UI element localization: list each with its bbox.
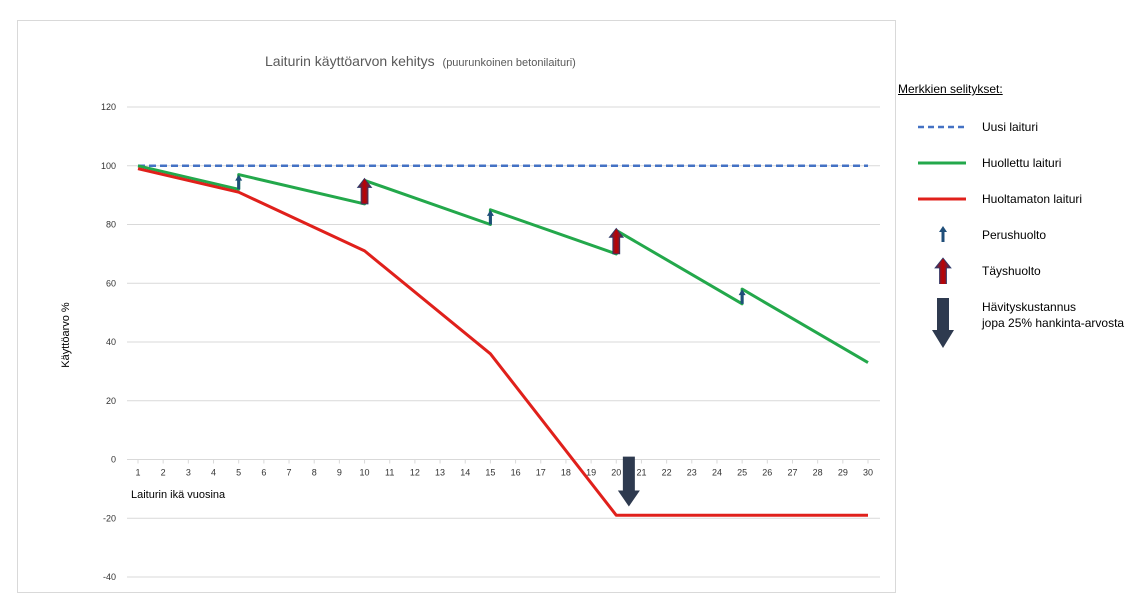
y-tick-labels: -40 -20 0 20 40 60 80 100 120 (101, 102, 116, 582)
legend-item-uusi-laituri: Uusi laituri (898, 112, 1147, 142)
red-line-icon (918, 197, 966, 201)
legend-item-huollettu-laituri: Huollettu laituri (898, 148, 1147, 178)
legend-label: Perushuolto (982, 228, 1047, 242)
chart-title-main: Laiturin käyttöarvon kehitys (265, 53, 435, 69)
x-tick-label: 15 (485, 468, 495, 478)
legend-item-perushuolto: Perushuolto (898, 220, 1147, 250)
x-tick-label: 11 (385, 468, 394, 478)
y-tick-label: -40 (103, 572, 116, 582)
y-tick-label: 100 (101, 161, 116, 171)
y-tick-label: 120 (101, 102, 116, 112)
x-tick-label: 14 (460, 468, 470, 478)
x-tick-label: 4 (211, 468, 216, 478)
x-tick-label: 6 (261, 468, 266, 478)
x-tick-label: 18 (561, 468, 571, 478)
legend-label-line2: jopa 25% hankinta-arvosta (982, 316, 1125, 330)
x-tick-label: 19 (586, 468, 596, 478)
x-tick-label: 17 (536, 468, 546, 478)
x-tick-label: 26 (762, 468, 772, 478)
x-tick-label: 22 (662, 468, 672, 478)
x-tick-label: 2 (161, 468, 166, 478)
y-tick-label: 0 (111, 455, 116, 465)
legend-heading: Merkkien selitykset: (898, 82, 1003, 96)
legend-item-huoltamaton-laituri: Huoltamaton laituri (898, 184, 1147, 214)
chart-svg: Laiturin käyttöarvon kehitys (puurunkoin… (60, 53, 880, 582)
legend-item-tayshuolto: Täyshuolto (898, 254, 1147, 284)
x-tick-label: 8 (312, 468, 317, 478)
x-tick-label: 30 (863, 468, 873, 478)
x-tick-label: 10 (360, 468, 370, 478)
y-tick-label: 40 (106, 337, 116, 347)
small-arrow-up-icon (939, 226, 947, 242)
x-tick-labels: 1 2 3 4 5 6 7 8 9 10 11 12 13 14 15 16 17 18 19 20 21 22 23 24 2… (135, 459, 873, 478)
y-axis-title: Käyttöarvo % (60, 302, 72, 368)
chart-subtitle: (puurunkoinen betonilaituri) (443, 57, 576, 69)
perushuolto-arrow (235, 174, 243, 190)
x-tick-label: 12 (410, 468, 420, 478)
x-tick-label: 24 (712, 468, 722, 478)
x-tick-label: 7 (287, 468, 292, 478)
x-tick-label: 29 (838, 468, 848, 478)
big-arrow-up-icon (934, 257, 952, 284)
x-tick-label: 21 (636, 468, 646, 478)
x-axis-title: Laiturin ikä vuosina (131, 489, 226, 501)
legend-label: Uusi laituri (982, 120, 1039, 134)
x-tick-label: 3 (186, 468, 191, 478)
x-tick-label: 5 (236, 468, 241, 478)
series-layer (137, 164, 869, 517)
legend-label: Täyshuolto (982, 264, 1041, 278)
y-tick-label: 60 (106, 278, 116, 288)
green-line-icon (918, 161, 966, 165)
x-tick-label: 1 (135, 468, 140, 478)
y-tick-label: -20 (103, 513, 116, 523)
x-tick-label: 20 (611, 468, 621, 478)
havityskustannus-arrow (617, 456, 640, 507)
y-tick-label: 80 (106, 220, 116, 230)
dashed-line-icon (918, 125, 966, 129)
x-tick-label: 28 (813, 468, 823, 478)
annotation-layer (235, 174, 746, 507)
x-tick-label: 16 (511, 468, 521, 478)
legend-label: Huoltamaton laituri (982, 192, 1083, 206)
chart-title: Laiturin käyttöarvon kehitys (puurunkoin… (265, 53, 576, 69)
tayshuolto-arrow (608, 227, 625, 255)
x-tick-label: 13 (435, 468, 445, 478)
perushuolto-arrow (486, 209, 494, 225)
legend-label-line1: Hävityskustannus (982, 300, 1077, 314)
legend-label: Huollettu laituri (982, 156, 1062, 170)
chart-frame (17, 20, 896, 593)
x-tick-label: 25 (737, 468, 747, 478)
tayshuolto-arrow (356, 177, 373, 205)
perushuolto-arrow (738, 289, 746, 304)
legend: Merkkien selitykset: Uusi laituri Huolle… (898, 82, 1147, 362)
legend-item-havityskustannus: Hävityskustannus jopa 25% hankinta-arvos… (898, 296, 1147, 352)
x-tick-label: 9 (337, 468, 342, 478)
x-tick-label: 23 (687, 468, 697, 478)
x-tick-label: 27 (787, 468, 797, 478)
series-line-2 (137, 167, 868, 517)
legend-label: Hävityskustannus jopa 25% hankinta-arvos… (982, 299, 1124, 331)
big-arrow-down-icon (932, 298, 954, 348)
y-tick-label: 20 (106, 396, 116, 406)
